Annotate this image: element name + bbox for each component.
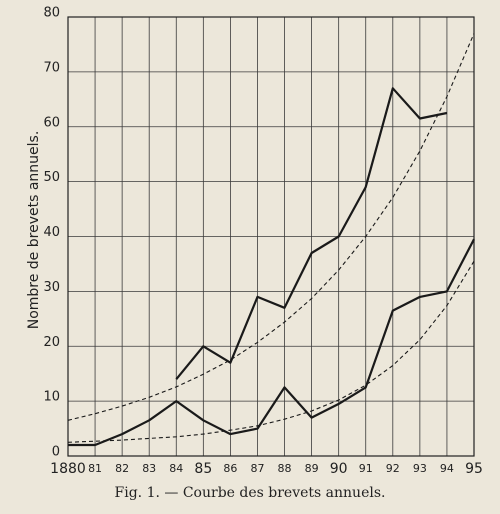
plot-frame [67,16,475,457]
data-line [68,238,475,447]
y-tick-label: 70 [43,60,60,75]
y-tick-label: 0 [52,445,60,460]
x-tick-label: 81 [88,462,102,475]
x-tick-label: 94 [440,462,454,475]
x-tick-label: 89 [305,462,319,475]
y-tick-label: 30 [43,280,60,295]
x-tick-label: 82 [115,462,129,475]
x-tick-label: 92 [386,462,400,475]
data-line [175,87,448,380]
caption: Fig. 1. — Courbe des brevets annuels. [115,485,386,501]
y-tick-label: 40 [43,225,60,240]
y-tick-label: 60 [43,115,60,130]
x-tick-label: 86 [223,462,237,475]
y-tick-label: 10 [43,390,60,405]
x-tick-label: 85 [194,461,212,477]
trend-line [67,260,475,443]
x-tick-label: 84 [169,462,183,475]
x-tick-label: 83 [142,462,156,475]
y-tick-label: 80 [43,6,60,21]
x-tick-label: 93 [413,462,427,475]
x-tick-label: 91 [359,462,373,475]
x-tick-label: 1880 [50,461,86,477]
y-axis-label: Nombre de brevets annuels. [26,131,42,330]
y-tick-label: 20 [43,335,60,350]
trend-line [67,33,475,421]
x-tick-label: 87 [250,462,264,475]
x-tick-label: 95 [465,461,483,477]
x-tick-label: 88 [278,462,292,475]
y-tick-label: 50 [43,170,60,185]
x-tick-label: 90 [330,461,348,477]
